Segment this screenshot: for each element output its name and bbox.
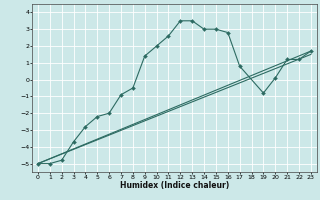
X-axis label: Humidex (Indice chaleur): Humidex (Indice chaleur) bbox=[120, 181, 229, 190]
